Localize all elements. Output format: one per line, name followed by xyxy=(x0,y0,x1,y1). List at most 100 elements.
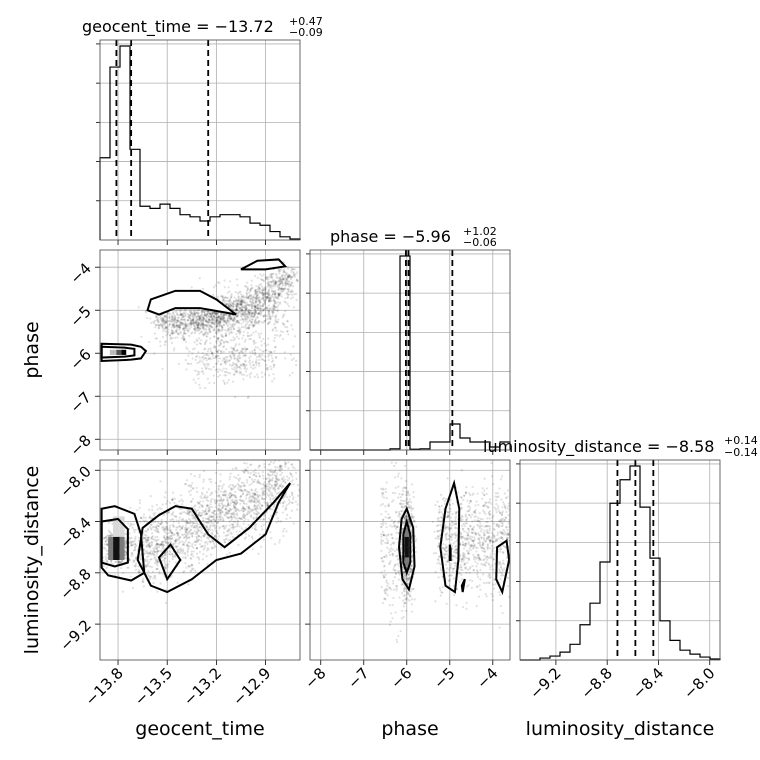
sample-point xyxy=(215,312,218,316)
sample-point xyxy=(243,367,246,370)
sample-point xyxy=(210,491,213,494)
sample-point xyxy=(212,515,215,519)
sample-point xyxy=(263,313,266,317)
sample-point xyxy=(253,497,256,500)
sample-point xyxy=(283,274,286,277)
sample-point xyxy=(252,312,255,315)
sample-point xyxy=(233,501,236,504)
sample-point xyxy=(251,537,254,540)
sample-point xyxy=(283,527,286,531)
sample-point xyxy=(222,525,225,528)
sample-point xyxy=(273,474,276,477)
sample-point xyxy=(254,289,257,292)
sample-point xyxy=(161,547,164,550)
sample-point xyxy=(212,522,215,525)
sample-point xyxy=(257,494,260,497)
sample-point xyxy=(208,381,211,385)
sample-point xyxy=(226,329,229,332)
sample-point xyxy=(220,317,223,320)
sample-point xyxy=(268,310,271,313)
sample-point xyxy=(236,301,239,305)
sample-point xyxy=(237,520,240,523)
sample-point xyxy=(274,484,277,487)
sample-point xyxy=(160,543,163,546)
sample-point xyxy=(250,499,253,503)
sample-point xyxy=(153,332,157,335)
sample-point xyxy=(163,328,166,331)
y-tick-label: −8 xyxy=(66,431,94,459)
sample-point xyxy=(219,321,222,324)
sample-point xyxy=(183,338,186,341)
sample-point xyxy=(224,340,228,343)
sample-point xyxy=(179,312,182,315)
sample-point xyxy=(273,307,276,310)
sample-point xyxy=(150,558,153,561)
sample-point xyxy=(270,276,273,279)
sample-point xyxy=(274,326,277,330)
sample-point xyxy=(252,296,256,299)
sample-point xyxy=(209,481,213,484)
sample-point xyxy=(227,516,231,519)
sample-point xyxy=(271,279,274,282)
sample-point xyxy=(411,555,414,558)
sample-point xyxy=(205,316,209,319)
sample-point xyxy=(233,308,236,312)
sample-point xyxy=(270,351,273,354)
sample-point xyxy=(287,276,290,279)
sample-point xyxy=(263,359,266,362)
sample-point xyxy=(209,324,212,327)
sample-point xyxy=(228,496,231,499)
sample-point xyxy=(292,483,295,486)
sample-point xyxy=(254,501,258,504)
sample-point xyxy=(189,521,193,524)
sample-point xyxy=(162,573,165,576)
sample-point xyxy=(267,278,270,281)
sample-point xyxy=(243,353,246,357)
sample-point xyxy=(189,313,192,316)
sample-point xyxy=(234,344,237,348)
sample-point xyxy=(290,480,293,483)
sample-point xyxy=(171,555,175,559)
sample-point xyxy=(190,319,193,323)
sample-point xyxy=(255,504,259,508)
sample-point xyxy=(174,321,177,324)
sample-point xyxy=(205,314,208,317)
sample-point xyxy=(235,370,238,373)
sample-point xyxy=(148,515,152,518)
sample-point xyxy=(131,586,134,590)
sample-point xyxy=(255,297,258,301)
sample-point xyxy=(144,550,147,553)
sample-point xyxy=(292,522,295,525)
sample-point xyxy=(170,534,173,538)
sample-point xyxy=(264,285,267,289)
sample-point xyxy=(275,511,278,514)
sample-point xyxy=(219,294,222,298)
sample-point xyxy=(303,278,305,280)
y-tick-label: −9.2 xyxy=(56,616,94,654)
sample-point xyxy=(250,463,253,466)
sample-point xyxy=(91,556,93,558)
sample-point xyxy=(214,501,217,504)
sample-point xyxy=(286,292,289,296)
sample-point xyxy=(195,355,199,358)
sample-point xyxy=(172,318,175,322)
sample-point xyxy=(212,315,216,318)
sample-point xyxy=(270,536,273,540)
sample-point xyxy=(158,522,161,525)
sample-point xyxy=(195,536,199,540)
sample-point xyxy=(225,537,228,540)
sample-point xyxy=(181,503,184,506)
sample-point xyxy=(189,325,192,328)
sample-point xyxy=(169,336,173,339)
sample-point xyxy=(210,492,213,495)
sample-point xyxy=(200,312,204,315)
sample-point xyxy=(178,326,181,330)
sample-point xyxy=(264,276,267,280)
sample-point xyxy=(213,519,217,522)
sample-point xyxy=(195,318,198,321)
sample-point xyxy=(268,478,272,481)
sample-point xyxy=(176,548,179,551)
sample-point xyxy=(209,528,212,531)
sample-point xyxy=(280,464,283,468)
sample-point xyxy=(269,351,272,354)
